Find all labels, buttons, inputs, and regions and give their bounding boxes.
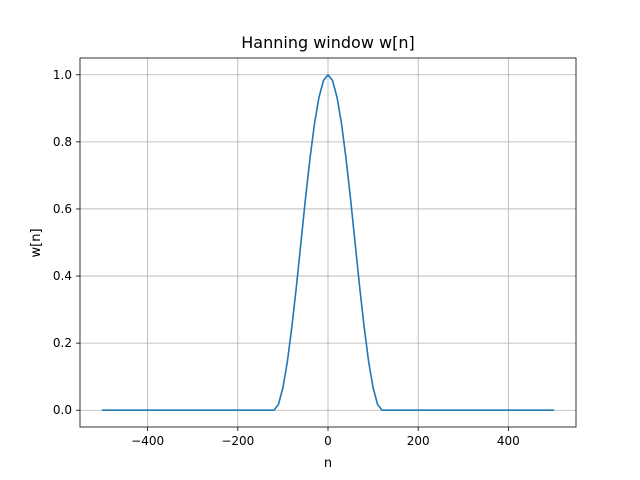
y-tick-label: 0.0 [53,403,72,417]
x-tick-label: 0 [324,434,332,448]
y-tick-label: 0.8 [53,135,72,149]
chart-title: Hanning window w[n] [241,33,414,52]
x-tick-label: −200 [221,434,254,448]
x-axis: −400 −200 0 200 400 [131,427,520,448]
y-axis-label: w[n] [29,228,44,257]
x-tick-label: −400 [131,434,164,448]
grid [80,58,576,427]
y-tick-label: 0.4 [53,269,72,283]
y-tick-label: 0.6 [53,202,72,216]
y-tick-label: 1.0 [53,68,72,82]
x-tick-label: 400 [497,434,520,448]
series-layer [101,73,555,412]
series-line [101,73,555,412]
y-axis: 0.0 0.2 0.4 0.6 0.8 1.0 [53,68,80,417]
x-tick-label: 200 [407,434,430,448]
y-tick-label: 0.2 [53,336,72,350]
x-axis-label: n [324,456,332,471]
